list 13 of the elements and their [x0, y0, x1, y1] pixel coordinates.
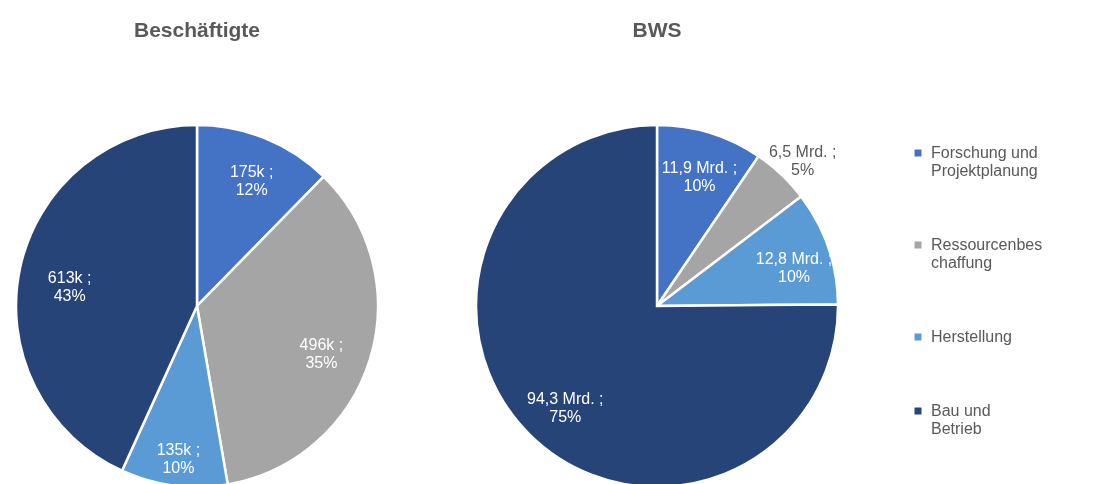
data-label: 496k ; 35% — [299, 335, 344, 371]
legend-label: Herstellung — [931, 328, 1012, 345]
chart-title: BWS — [632, 18, 682, 41]
data-label: 135k ; 10% — [156, 440, 201, 476]
legend-label: Ressourcenbeschaffung — [931, 236, 1043, 271]
data-label: 175k ; 12% — [229, 162, 274, 198]
chart-title: Beschäftigte — [133, 18, 261, 41]
data-label: 94,3 Mrd. ; 75% — [527, 389, 604, 425]
legend-label: Bau und Betrieb — [931, 402, 991, 437]
data-label: 6,5 Mrd. ; 5% — [768, 143, 837, 179]
legend-label: Forschung und Projektplanung — [931, 144, 1038, 179]
data-label: 613k ; 43% — [47, 269, 92, 305]
data-label: 11,9 Mrd. ; 10% — [661, 158, 738, 194]
